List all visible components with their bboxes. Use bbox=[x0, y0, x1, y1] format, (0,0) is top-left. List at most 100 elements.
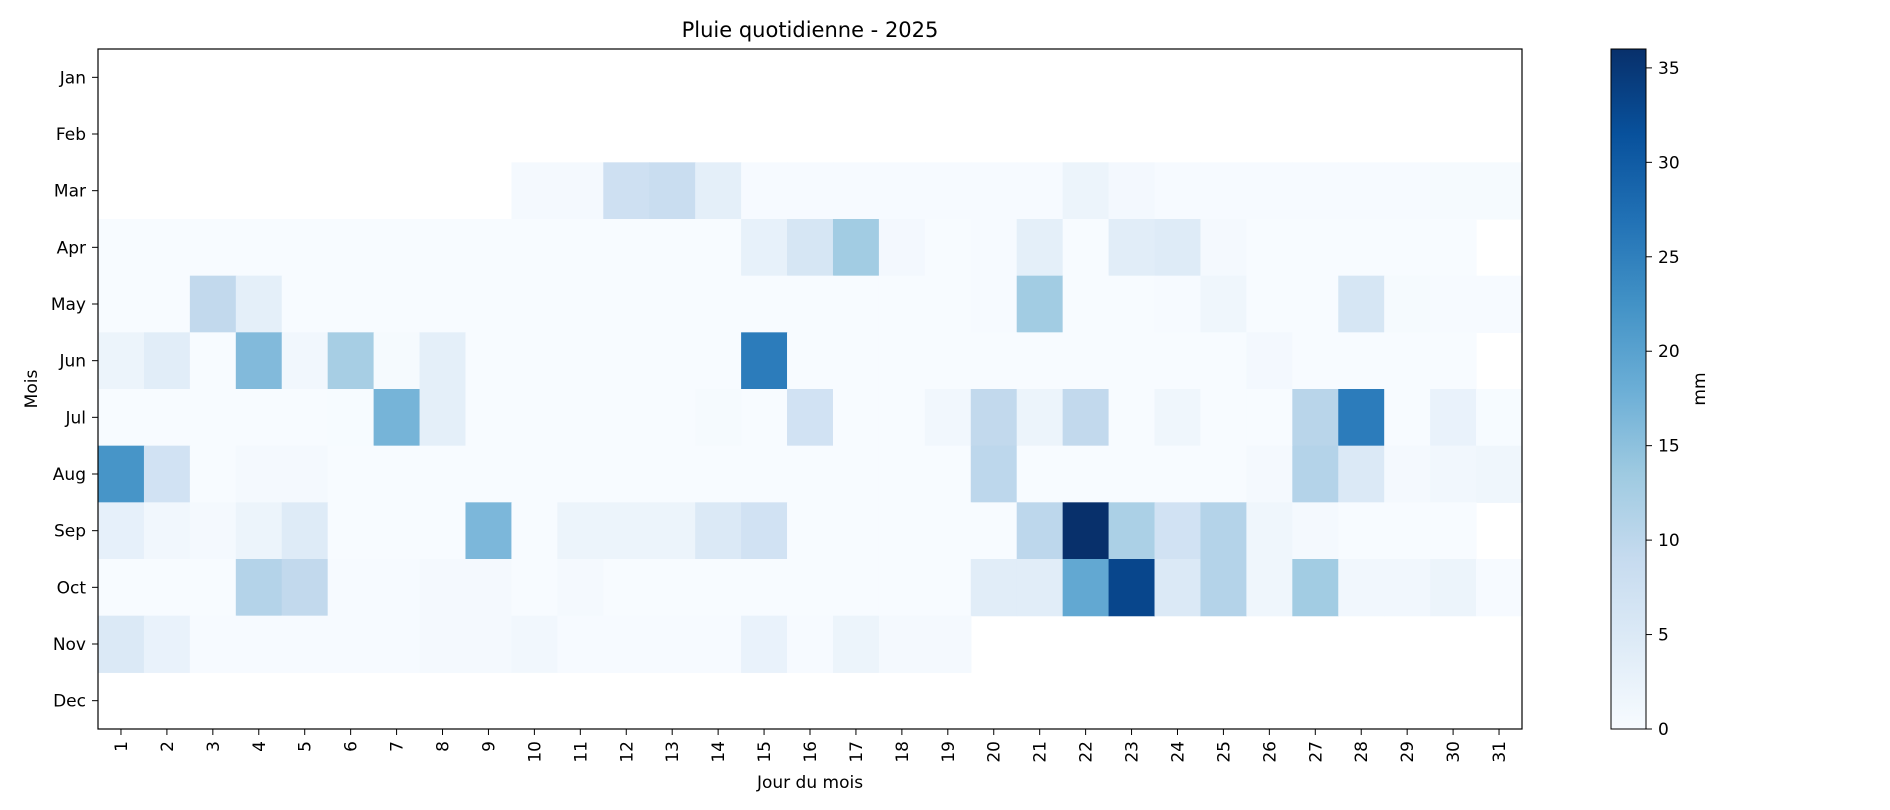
heatmap-cell bbox=[1154, 559, 1202, 617]
y-axis-ticks: Jan Feb Mar Apr May Jun Jul Aug Sep Oct Nov Dec bbox=[51, 68, 98, 712]
heatmap-cell bbox=[1384, 332, 1431, 390]
heatmap-cell bbox=[832, 162, 880, 220]
heatmap-cell bbox=[649, 162, 696, 220]
x-tick-label: 17 bbox=[847, 741, 867, 763]
heatmap-cell bbox=[832, 219, 880, 277]
y-tick-label: Aug bbox=[53, 465, 86, 485]
heatmap-cell bbox=[419, 275, 467, 333]
heatmap-cell bbox=[603, 219, 650, 277]
heatmap-cell bbox=[189, 219, 237, 277]
heatmap-cell bbox=[1154, 502, 1202, 560]
heatmap-cell bbox=[1292, 275, 1339, 333]
heatmap-cell bbox=[970, 502, 1018, 560]
heatmap-cell bbox=[98, 332, 145, 390]
heatmap-cell bbox=[878, 559, 926, 617]
heatmap-cell bbox=[1338, 275, 1385, 333]
heatmap-cell bbox=[1200, 445, 1247, 503]
heatmap-cell bbox=[189, 615, 237, 673]
colorbar-tick-label: 15 bbox=[1658, 437, 1680, 457]
heatmap-cell bbox=[695, 275, 742, 333]
heatmap-cell bbox=[1430, 275, 1477, 333]
heatmap-cell bbox=[741, 219, 788, 277]
heatmap-cell bbox=[832, 615, 880, 673]
heatmap-cell bbox=[1016, 275, 1064, 333]
heatmap-cell bbox=[1292, 389, 1339, 447]
heatmap-cells bbox=[98, 162, 1523, 673]
heatmap-cell bbox=[235, 445, 283, 503]
heatmap-cell bbox=[695, 332, 742, 390]
heatmap-cell bbox=[189, 332, 237, 390]
heatmap-cell bbox=[741, 332, 788, 390]
heatmap-cell bbox=[465, 275, 513, 333]
heatmap-cell bbox=[557, 559, 604, 617]
heatmap-cell bbox=[327, 389, 375, 447]
heatmap-cell bbox=[189, 559, 237, 617]
heatmap-cell bbox=[787, 332, 834, 390]
heatmap-cell bbox=[419, 445, 467, 503]
heatmap-cell bbox=[1246, 162, 1293, 220]
heatmap-cell bbox=[832, 559, 880, 617]
x-tick-label: 2 bbox=[158, 741, 178, 752]
heatmap-cell bbox=[1154, 219, 1202, 277]
heatmap-cell bbox=[1200, 275, 1247, 333]
heatmap-cell bbox=[787, 219, 834, 277]
colorbar-tick-label: 25 bbox=[1658, 248, 1680, 268]
heatmap-cell bbox=[924, 275, 972, 333]
heatmap-cell bbox=[557, 445, 604, 503]
heatmap-cell bbox=[327, 502, 375, 560]
heatmap-cell bbox=[1016, 445, 1064, 503]
heatmap-cell bbox=[511, 502, 558, 560]
x-axis-title: Jour du mois bbox=[756, 773, 863, 793]
heatmap-cell bbox=[1338, 389, 1385, 447]
heatmap-cell bbox=[143, 615, 191, 673]
heatmap-cell bbox=[557, 275, 604, 333]
heatmap-cell bbox=[1200, 559, 1247, 617]
heatmap-cell bbox=[787, 615, 834, 673]
y-tick-label: Apr bbox=[57, 238, 86, 258]
heatmap-cell bbox=[649, 275, 696, 333]
heatmap-cell bbox=[281, 389, 329, 447]
heatmap-cell bbox=[832, 445, 880, 503]
x-tick-label: 16 bbox=[801, 741, 821, 763]
heatmap-cell bbox=[419, 219, 467, 277]
heatmap-cell bbox=[327, 615, 375, 673]
heatmap-cell bbox=[741, 559, 788, 617]
chart-title: Pluie quotidienne - 2025 bbox=[682, 18, 939, 42]
heatmap-cell bbox=[603, 332, 650, 390]
heatmap-cell bbox=[1108, 275, 1156, 333]
heatmap-cell bbox=[143, 275, 191, 333]
colorbar-tick-label: 10 bbox=[1658, 531, 1680, 551]
heatmap-cell bbox=[189, 389, 237, 447]
heatmap-cell bbox=[143, 445, 191, 503]
heatmap-cell bbox=[281, 445, 329, 503]
x-tick-label: 3 bbox=[204, 741, 224, 752]
heatmap-cell bbox=[695, 559, 742, 617]
x-tick-label: 27 bbox=[1306, 741, 1326, 763]
heatmap-cell bbox=[1016, 502, 1064, 560]
x-tick-label: 20 bbox=[985, 741, 1005, 763]
heatmap-cell bbox=[924, 389, 972, 447]
heatmap-cell bbox=[143, 219, 191, 277]
x-tick-label: 28 bbox=[1352, 741, 1372, 763]
heatmap-cell bbox=[1246, 502, 1293, 560]
heatmap-cell bbox=[1292, 559, 1339, 617]
x-tick-label: 18 bbox=[893, 741, 913, 763]
colorbar-tick-label: 30 bbox=[1658, 153, 1680, 173]
heatmap-cell bbox=[787, 275, 834, 333]
heatmap-cell bbox=[1016, 332, 1064, 390]
heatmap-cell bbox=[1338, 502, 1385, 560]
heatmap-cell bbox=[143, 502, 191, 560]
heatmap-cell bbox=[98, 502, 145, 560]
heatmap-cell bbox=[419, 332, 467, 390]
y-axis-title: Mois bbox=[22, 370, 42, 409]
heatmap-cell bbox=[1338, 219, 1385, 277]
heatmap-cell bbox=[878, 332, 926, 390]
heatmap-cell bbox=[1154, 275, 1202, 333]
heatmap-cell bbox=[787, 559, 834, 617]
heatmap-cell bbox=[924, 502, 972, 560]
colorbar bbox=[1610, 48, 1647, 730]
heatmap-cell bbox=[189, 502, 237, 560]
x-tick-label: 21 bbox=[1031, 741, 1051, 763]
x-tick-label: 29 bbox=[1398, 741, 1418, 763]
heatmap-cell bbox=[1016, 219, 1064, 277]
